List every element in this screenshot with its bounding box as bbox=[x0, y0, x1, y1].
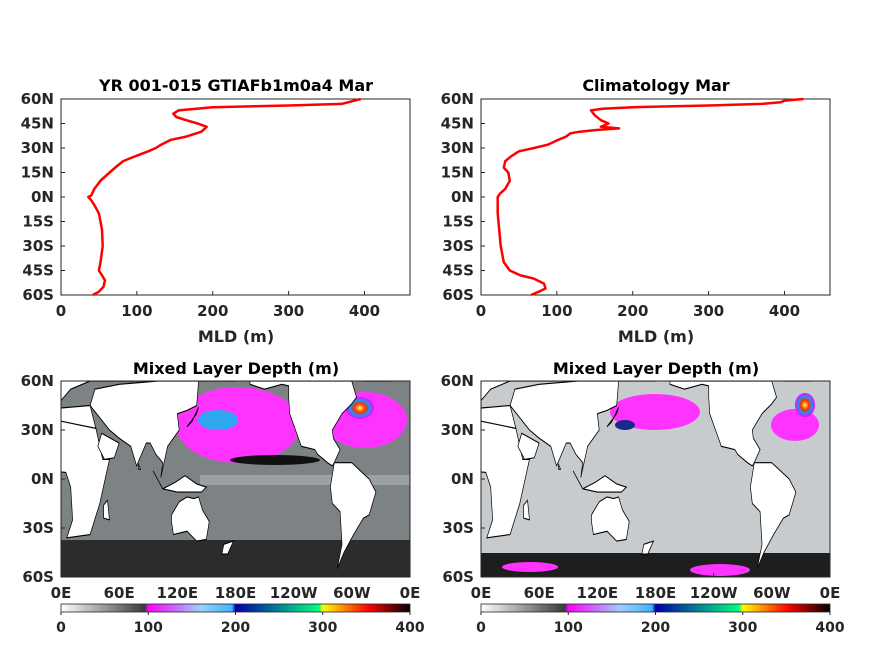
x-tick-label: 0E bbox=[820, 584, 841, 602]
x-tick-label: 120W bbox=[270, 584, 318, 602]
y-tick-label: 60N bbox=[21, 372, 54, 390]
colorbar-tick-label: 300 bbox=[728, 620, 757, 636]
colorbar-tick-label: 300 bbox=[308, 620, 337, 636]
x-tick-label: 0E bbox=[471, 584, 492, 602]
colorbar-ticks: 0 100 200 300 400 bbox=[476, 612, 845, 636]
y-tick-label: 0N bbox=[31, 470, 54, 488]
colorbar-tick-label: 0 bbox=[476, 620, 486, 636]
x-tick-label: 180E bbox=[215, 584, 257, 602]
y-tick-label: 60N bbox=[441, 90, 474, 108]
colorbar bbox=[60, 603, 411, 613]
y-tick-label: 15S bbox=[442, 213, 474, 231]
y-tick-label: 60S bbox=[442, 286, 474, 304]
x-tick-label: 200 bbox=[197, 302, 228, 320]
north-atlantic-patch bbox=[771, 409, 819, 441]
y-tick-label: 15S bbox=[22, 213, 54, 231]
y-tick-label: 15N bbox=[441, 164, 474, 182]
southern-ocean-band bbox=[61, 540, 410, 577]
x-tick-label: 0E bbox=[51, 584, 72, 602]
y-tick-label: 30N bbox=[441, 139, 474, 157]
x-tick-label: 0 bbox=[476, 302, 486, 320]
y-tick-label: 0N bbox=[451, 188, 474, 206]
y-tick-label: 30S bbox=[442, 237, 474, 255]
north-pacific-shallow-patch bbox=[198, 410, 238, 430]
x-tick-label: 120E bbox=[157, 584, 199, 602]
colorbar-tick-label: 400 bbox=[395, 620, 424, 636]
y-tick-label: 60S bbox=[442, 568, 474, 586]
plot-area bbox=[60, 98, 411, 296]
x-tick-label: 100 bbox=[541, 302, 572, 320]
colorbar-tick-label: 0 bbox=[56, 620, 66, 636]
chart-title: Mixed Layer Depth (m) bbox=[553, 359, 759, 378]
y-tick-label: 30N bbox=[21, 139, 54, 157]
colorbar-tick-label: 200 bbox=[641, 620, 670, 636]
y-tick-label: 60S bbox=[22, 286, 54, 304]
y-tick-label: 60N bbox=[21, 90, 54, 108]
chart-title: Mixed Layer Depth (m) bbox=[133, 359, 339, 378]
x-tick-label: 300 bbox=[273, 302, 304, 320]
y-tick-label: 0N bbox=[451, 470, 474, 488]
colorbar-tick-label: 400 bbox=[815, 620, 844, 636]
kuroshio-dark-band bbox=[230, 455, 320, 465]
north-pacific-dark-spot bbox=[615, 420, 635, 430]
mld-profile-line bbox=[496, 97, 804, 297]
profile-chart-climatology: Climatology Mar 0 100 200 300 400 60N 45N 30N 15… bbox=[441, 76, 831, 346]
y-tick-label: 30N bbox=[21, 421, 54, 439]
x-tick-label: 200 bbox=[617, 302, 648, 320]
axis-ticks: 0 100 200 300 400 60N 45N 30N 15N 0N 15S 30S 45S 60S bbox=[441, 90, 801, 320]
chart-title: Climatology Mar bbox=[582, 76, 729, 95]
y-tick-label: 45S bbox=[442, 262, 474, 280]
x-tick-label: 60W bbox=[333, 584, 371, 602]
x-tick-label: 180E bbox=[635, 584, 677, 602]
axis-ticks: 0 100 200 300 400 60N 45N 30N 15N 0N 15S 30S 45S 60S bbox=[21, 90, 381, 320]
x-tick-label: 0E bbox=[400, 584, 421, 602]
colorbar-ticks: 0 100 200 300 400 bbox=[56, 612, 425, 636]
x-axis-label: MLD (m) bbox=[198, 327, 274, 346]
y-tick-label: 60N bbox=[441, 372, 474, 390]
x-tick-label: 60E bbox=[104, 584, 135, 602]
y-tick-label: 0N bbox=[31, 188, 54, 206]
x-axis-label: MLD (m) bbox=[618, 327, 694, 346]
colorbar-tick-label: 200 bbox=[221, 620, 250, 636]
north-atlantic-hotspot bbox=[795, 393, 815, 417]
equatorial-band bbox=[200, 475, 410, 485]
colorbar-tick-label: 100 bbox=[134, 620, 163, 636]
mld-profile-line bbox=[87, 97, 362, 297]
x-tick-label: 60E bbox=[524, 584, 555, 602]
x-tick-label: 400 bbox=[769, 302, 800, 320]
x-tick-label: 120E bbox=[577, 584, 619, 602]
north-pacific-deep-patch bbox=[176, 387, 300, 463]
x-tick-label: 0 bbox=[56, 302, 66, 320]
x-tick-label: 100 bbox=[121, 302, 152, 320]
y-tick-label: 30N bbox=[441, 421, 474, 439]
colorbar bbox=[480, 603, 831, 613]
y-tick-label: 60S bbox=[22, 568, 54, 586]
chart-title: YR 001-015 GTIAFb1m0a4 Mar bbox=[98, 76, 373, 95]
y-tick-label: 45N bbox=[441, 115, 474, 133]
southern-ocean-patch bbox=[502, 562, 558, 572]
north-pacific-deep-patch bbox=[610, 394, 700, 430]
x-tick-label: 400 bbox=[349, 302, 380, 320]
southern-ocean-patch bbox=[690, 564, 750, 576]
y-tick-label: 15N bbox=[21, 164, 54, 182]
profile-chart-model: YR 001-015 GTIAFb1m0a4 Mar 0 100 200 300 400… bbox=[21, 76, 411, 346]
x-tick-label: 60W bbox=[753, 584, 791, 602]
y-tick-label: 45S bbox=[22, 262, 54, 280]
x-tick-label: 120W bbox=[690, 584, 738, 602]
y-tick-label: 45N bbox=[21, 115, 54, 133]
y-tick-label: 30S bbox=[22, 237, 54, 255]
colorbar-tick-label: 100 bbox=[554, 620, 583, 636]
plot-area bbox=[480, 98, 831, 296]
y-tick-label: 30S bbox=[22, 519, 54, 537]
y-tick-label: 30S bbox=[442, 519, 474, 537]
x-tick-label: 300 bbox=[693, 302, 724, 320]
